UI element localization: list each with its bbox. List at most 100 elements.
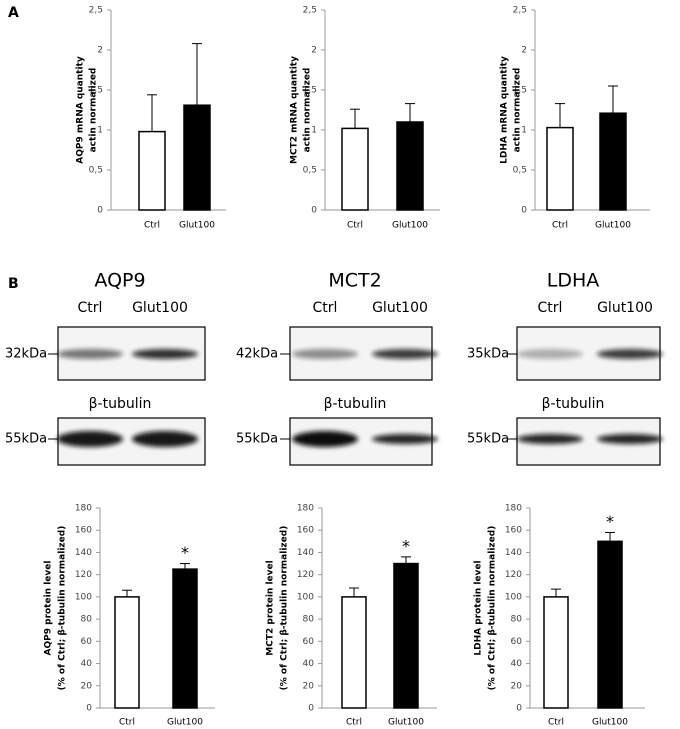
y-tick-label: 140: [297, 548, 314, 558]
y-tick-label: 160: [75, 526, 92, 536]
kda-marker: 55kDa: [5, 432, 47, 447]
y-axis-label: LDHA mRNA quantity: [500, 56, 510, 164]
error-bar: [608, 85, 618, 114]
y-axis-label: MCT2 protein level: [266, 560, 276, 655]
y-tick-label: 60: [81, 637, 93, 647]
blot-title: MCT2: [328, 270, 381, 292]
blot-band: [292, 431, 358, 447]
x-tick-label: Ctrl: [347, 221, 363, 231]
y-axis-label: (% of Ctrl; β-tubulin normalized): [280, 526, 290, 691]
y-tick-label: 1,5: [303, 86, 317, 96]
bar: [546, 126, 574, 211]
y-tick-label: 60: [511, 637, 523, 647]
y-tick-label: 60: [303, 637, 315, 647]
y-tick-label: 0: [521, 206, 527, 216]
bar: [543, 596, 569, 709]
kda-marker: 42kDa: [236, 347, 278, 362]
bar: [114, 596, 140, 709]
error-bar: [350, 108, 360, 129]
x-tick-label: Glut100: [388, 718, 424, 728]
y-tick-label: 160: [505, 526, 522, 536]
blot-band: [372, 349, 438, 359]
bar: [172, 568, 198, 709]
y-tick-label: 140: [75, 548, 92, 558]
x-tick-label: Glut100: [179, 221, 215, 231]
blot-band: [132, 349, 198, 359]
y-tick-label: 120: [505, 570, 522, 580]
bar: [396, 121, 424, 211]
y-tick-label: 1,5: [89, 86, 103, 96]
x-tick-label: Ctrl: [144, 221, 160, 231]
y-tick-label: 2,5: [89, 6, 103, 16]
bar: [597, 540, 623, 709]
loading-control-label: β-tubulin: [542, 396, 605, 412]
y-tick-label: 20: [81, 681, 93, 691]
x-tick-label: Glut100: [167, 718, 203, 728]
error-bar: [405, 103, 415, 122]
y-tick-label: 1: [97, 126, 103, 136]
blot-title: LDHA: [547, 270, 600, 292]
bar: [599, 112, 627, 211]
y-axis-label: AQP9 mRNA quantity: [76, 56, 86, 164]
y-tick-label: 120: [75, 570, 92, 580]
blot-band: [372, 434, 438, 444]
y-tick-label: 0,5: [303, 166, 317, 176]
lane-label: Ctrl: [78, 300, 103, 316]
y-tick-label: 40: [511, 659, 523, 669]
y-tick-label: 40: [81, 659, 93, 669]
y-tick-label: 0,5: [89, 166, 103, 176]
y-tick-label: 160: [297, 526, 314, 536]
error-bar: [122, 589, 132, 597]
x-tick-label: Ctrl: [552, 221, 568, 231]
blot-band: [517, 434, 583, 444]
y-tick-label: 100: [75, 592, 92, 602]
y-tick-label: 1: [311, 126, 317, 136]
y-tick-label: 2: [521, 46, 527, 56]
error-bar: [605, 531, 615, 542]
y-tick-label: 0: [308, 704, 314, 714]
kda-marker: 32kDa: [5, 347, 47, 362]
y-axis-label: (% of Ctrl; β-tubulin normalized): [58, 526, 68, 691]
y-tick-label: 20: [303, 681, 315, 691]
y-axis-label: MCT2 mRNA quantity: [290, 56, 300, 164]
y-tick-label: 180: [75, 504, 92, 514]
error-bar: [551, 588, 561, 597]
bar: [341, 127, 369, 211]
error-bar: [555, 103, 565, 128]
y-tick-label: 0,5: [513, 166, 527, 176]
y-tick-label: 0: [97, 206, 103, 216]
blot-band: [292, 349, 358, 359]
lane-label: Ctrl: [313, 300, 338, 316]
y-tick-label: 40: [303, 659, 315, 669]
x-tick-label: Ctrl: [548, 718, 564, 728]
lane-label: Glut100: [132, 300, 188, 316]
loading-control-label: β-tubulin: [324, 396, 387, 412]
lane-label: Glut100: [597, 300, 653, 316]
x-tick-label: Ctrl: [346, 718, 362, 728]
blot-title: AQP9: [94, 270, 145, 292]
y-axis-label: actin normalized: [89, 68, 99, 153]
y-axis-label: LDHA protein level: [474, 560, 484, 655]
bar: [341, 596, 367, 709]
x-tick-label: Glut100: [392, 221, 428, 231]
panel-label: B: [8, 276, 19, 292]
y-axis-label: AQP9 protein level: [44, 561, 54, 656]
error-bar: [401, 556, 411, 564]
blot-band: [132, 431, 198, 447]
y-tick-label: 2: [311, 46, 317, 56]
y-tick-label: 80: [81, 615, 93, 625]
y-tick-label: 180: [297, 504, 314, 514]
x-tick-label: Ctrl: [119, 718, 135, 728]
y-tick-label: 2,5: [303, 6, 317, 16]
y-tick-label: 1,5: [513, 86, 527, 96]
blot-band: [57, 349, 123, 359]
significance-mark: *: [402, 536, 410, 555]
y-tick-label: 1: [521, 126, 527, 136]
blot-band: [517, 349, 583, 359]
y-tick-label: 0: [86, 704, 92, 714]
blot-band: [57, 431, 123, 447]
significance-mark: *: [181, 543, 189, 562]
kda-marker: 35kDa: [467, 347, 509, 362]
kda-marker: 55kDa: [467, 432, 509, 447]
